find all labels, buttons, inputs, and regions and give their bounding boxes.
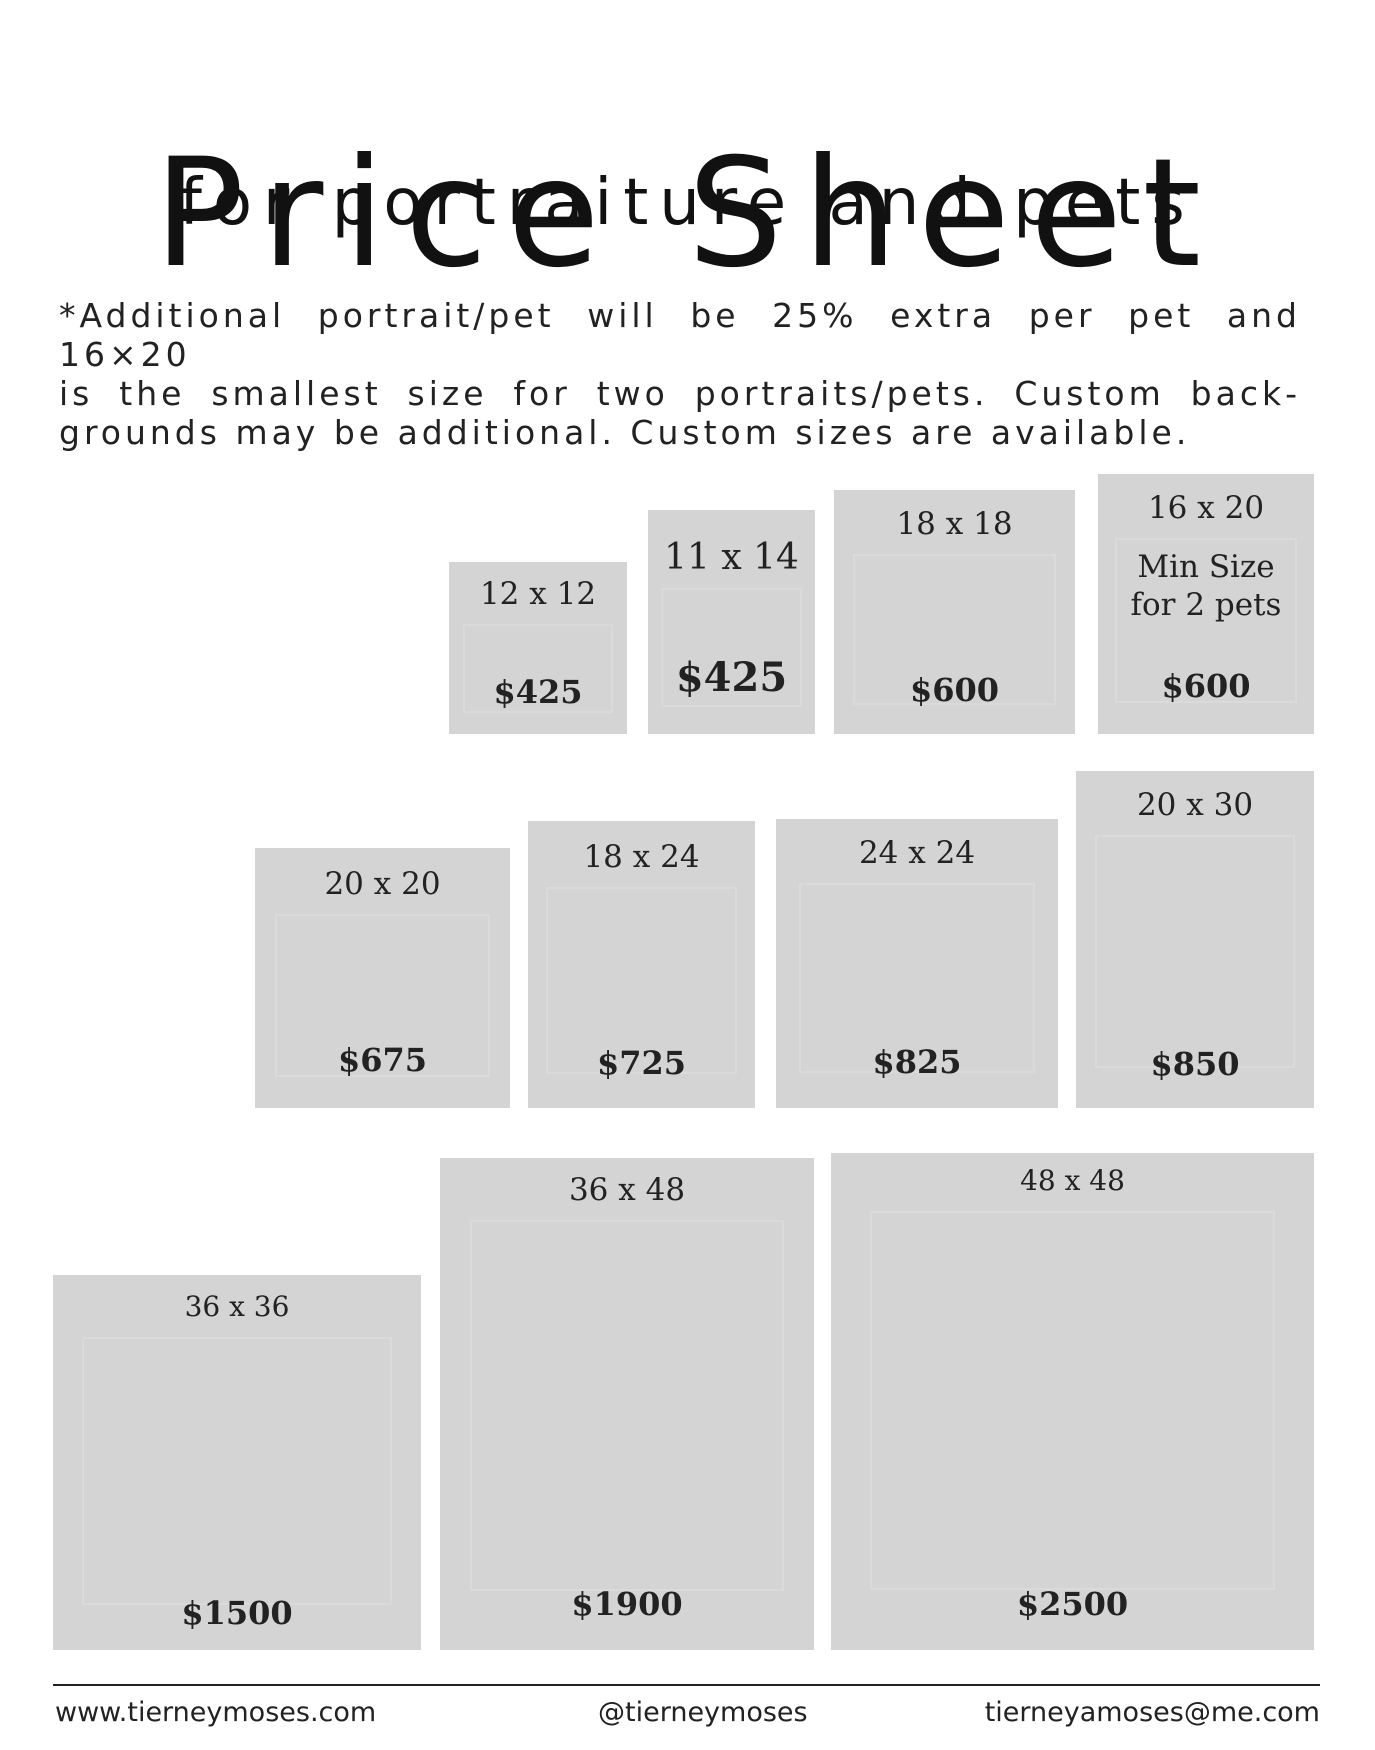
size-label: 11 x 14	[664, 537, 799, 578]
price-label: $725	[596, 1044, 687, 1082]
size-card-20x20: 20 x 20 $675	[255, 848, 510, 1108]
pricing-note: *Additional portrait/pet will be 25% ext…	[59, 296, 1301, 452]
size-label: 12 x 12	[479, 576, 597, 612]
footer-divider	[53, 1684, 1320, 1686]
frame-outline	[870, 1211, 1275, 1590]
size-label: 16 x 20	[1147, 490, 1265, 526]
price-label: $850	[1150, 1045, 1240, 1083]
frame-outline	[1115, 538, 1297, 703]
size-card-36x48: 36 x 48 $1900	[440, 1158, 814, 1650]
size-label: 18 x 24	[583, 839, 700, 875]
footer-website[interactable]: www.tierneymoses.com	[55, 1697, 377, 1728]
size-label: 36 x 36	[184, 1290, 290, 1323]
price-label: $600	[1161, 667, 1251, 705]
pricing-note-line: *Additional portrait/pet will be 25% ext…	[59, 296, 1301, 374]
price-label: $825	[872, 1043, 962, 1081]
frame-outline	[661, 588, 802, 707]
pricing-note-line: grounds may be additional. Custom sizes …	[59, 413, 1191, 452]
size-card-24x24: 24 x 24 $825	[776, 819, 1058, 1108]
footer-email[interactable]: tierneyamoses@me.com	[984, 1697, 1320, 1728]
price-label: $600	[909, 671, 1000, 709]
frame-outline	[799, 883, 1035, 1073]
size-note: Min Size for 2 pets	[1130, 549, 1282, 623]
size-label: 48 x 48	[1020, 1164, 1125, 1197]
size-label: 36 x 48	[568, 1172, 686, 1208]
frame-outline	[853, 554, 1056, 705]
frame-outline	[82, 1337, 392, 1605]
size-card-12x12: 12 x 12 $425	[449, 562, 627, 734]
size-card-18x18: 18 x 18 $600	[834, 490, 1075, 734]
price-label: $1500	[181, 1594, 293, 1632]
price-label: $425	[675, 654, 788, 701]
size-card-48x48: 48 x 48 $2500	[831, 1153, 1314, 1650]
size-label: 20 x 30	[1136, 787, 1254, 823]
size-card-20x30: 20 x 30 $850	[1076, 771, 1314, 1108]
page-subtitle: for portraiture and pets	[179, 166, 1196, 240]
size-card-11x14: 11 x 14 $425	[648, 510, 815, 734]
size-label: 20 x 20	[324, 866, 441, 902]
pricing-note-line: is the smallest size for two portraits/p…	[59, 374, 1301, 413]
price-label: $2500	[1016, 1585, 1129, 1623]
frame-outline	[546, 887, 737, 1074]
frame-outline	[275, 914, 490, 1077]
price-label: $675	[337, 1041, 428, 1079]
page-title: Price Sheet	[153, 126, 1222, 301]
footer-social-handle[interactable]: @tierneymoses	[598, 1697, 808, 1728]
size-label: 18 x 18	[896, 506, 1013, 542]
price-label: $425	[493, 673, 583, 711]
price-label: $1900	[571, 1585, 683, 1623]
size-label: 24 x 24	[858, 835, 976, 871]
size-card-16x20: 16 x 20 Min Size for 2 pets $600	[1098, 474, 1314, 734]
frame-outline	[470, 1220, 784, 1591]
frame-outline	[1095, 835, 1295, 1068]
frame-outline	[463, 624, 613, 713]
size-card-36x36: 36 x 36 $1500	[53, 1275, 421, 1650]
size-card-18x24: 18 x 24 $725	[528, 821, 755, 1108]
